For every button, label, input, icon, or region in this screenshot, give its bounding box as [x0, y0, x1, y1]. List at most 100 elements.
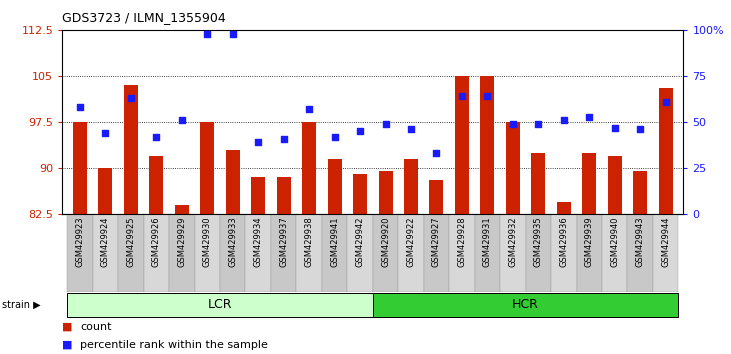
Point: [379, 121, 391, 127]
Text: GSM429944: GSM429944: [661, 217, 670, 267]
Text: GSM429925: GSM429925: [126, 217, 135, 267]
Bar: [602, 214, 627, 292]
Text: GSM429931: GSM429931: [483, 217, 492, 267]
Bar: [194, 214, 220, 292]
Text: GSM429938: GSM429938: [305, 217, 314, 267]
Point: [482, 93, 493, 99]
Bar: [327, 159, 341, 214]
Bar: [531, 153, 545, 214]
Bar: [480, 76, 494, 214]
Bar: [347, 214, 373, 292]
Text: GSM429924: GSM429924: [101, 217, 110, 267]
Text: GSM429923: GSM429923: [75, 217, 85, 267]
Text: GSM429936: GSM429936: [559, 217, 568, 267]
Point: [227, 31, 238, 36]
Point: [151, 134, 162, 140]
Point: [202, 31, 213, 36]
Text: GSM429926: GSM429926: [152, 217, 161, 267]
Point: [583, 114, 595, 119]
Point: [558, 118, 569, 123]
Bar: [526, 214, 551, 292]
Bar: [404, 159, 418, 214]
Text: GSM429930: GSM429930: [202, 217, 212, 267]
Text: GDS3723 / ILMN_1355904: GDS3723 / ILMN_1355904: [62, 11, 226, 24]
Text: HCR: HCR: [512, 298, 539, 311]
Point: [635, 127, 646, 132]
Text: GSM429942: GSM429942: [355, 217, 365, 267]
Point: [329, 134, 341, 140]
Bar: [450, 214, 474, 292]
Bar: [500, 214, 526, 292]
Bar: [653, 214, 678, 292]
Point: [252, 139, 264, 145]
Text: ■: ■: [62, 340, 72, 350]
Bar: [627, 214, 653, 292]
Bar: [551, 214, 577, 292]
Text: GSM429920: GSM429920: [381, 217, 390, 267]
Bar: [633, 171, 647, 214]
Bar: [143, 214, 169, 292]
Bar: [251, 177, 265, 214]
Text: GSM429935: GSM429935: [534, 217, 543, 267]
Point: [355, 129, 366, 134]
Text: GSM429927: GSM429927: [432, 217, 441, 267]
Bar: [373, 293, 678, 317]
Bar: [67, 293, 373, 317]
Text: GSM429922: GSM429922: [406, 217, 415, 267]
Bar: [455, 76, 469, 214]
Bar: [398, 214, 424, 292]
Bar: [226, 150, 240, 214]
Bar: [302, 122, 316, 214]
Bar: [430, 181, 444, 214]
Text: GSM429928: GSM429928: [458, 217, 466, 267]
Bar: [577, 214, 602, 292]
Bar: [424, 214, 450, 292]
Bar: [322, 214, 347, 292]
Bar: [583, 153, 596, 214]
Bar: [67, 214, 93, 292]
Point: [99, 130, 111, 136]
Bar: [373, 214, 398, 292]
Text: GSM429943: GSM429943: [636, 217, 645, 267]
Text: ■: ■: [62, 322, 72, 332]
Point: [532, 121, 544, 127]
Bar: [73, 122, 87, 214]
Text: count: count: [80, 322, 112, 332]
Bar: [169, 214, 194, 292]
Point: [507, 121, 519, 127]
Bar: [353, 174, 367, 214]
Bar: [220, 214, 246, 292]
Point: [456, 93, 468, 99]
Text: LCR: LCR: [208, 298, 232, 311]
Bar: [246, 214, 271, 292]
Bar: [124, 85, 138, 214]
Bar: [379, 171, 393, 214]
Bar: [607, 156, 622, 214]
Bar: [474, 214, 500, 292]
Point: [405, 127, 417, 132]
Bar: [557, 202, 571, 214]
Bar: [200, 122, 214, 214]
Text: GSM429939: GSM429939: [585, 217, 594, 267]
Bar: [271, 214, 296, 292]
Point: [660, 99, 672, 105]
Text: percentile rank within the sample: percentile rank within the sample: [80, 340, 268, 350]
Text: GSM429933: GSM429933: [228, 217, 238, 267]
Point: [125, 95, 137, 101]
Text: GSM429937: GSM429937: [279, 217, 288, 267]
Text: GSM429934: GSM429934: [254, 217, 262, 267]
Point: [609, 125, 621, 131]
Bar: [93, 214, 118, 292]
Bar: [659, 88, 673, 214]
Text: strain ▶: strain ▶: [2, 300, 41, 310]
Text: GSM429932: GSM429932: [508, 217, 518, 267]
Point: [278, 136, 289, 142]
Bar: [149, 156, 163, 214]
Point: [431, 150, 442, 156]
Bar: [99, 168, 113, 214]
Text: GSM429941: GSM429941: [330, 217, 339, 267]
Bar: [175, 205, 189, 214]
Bar: [118, 214, 143, 292]
Bar: [276, 177, 291, 214]
Point: [303, 107, 315, 112]
